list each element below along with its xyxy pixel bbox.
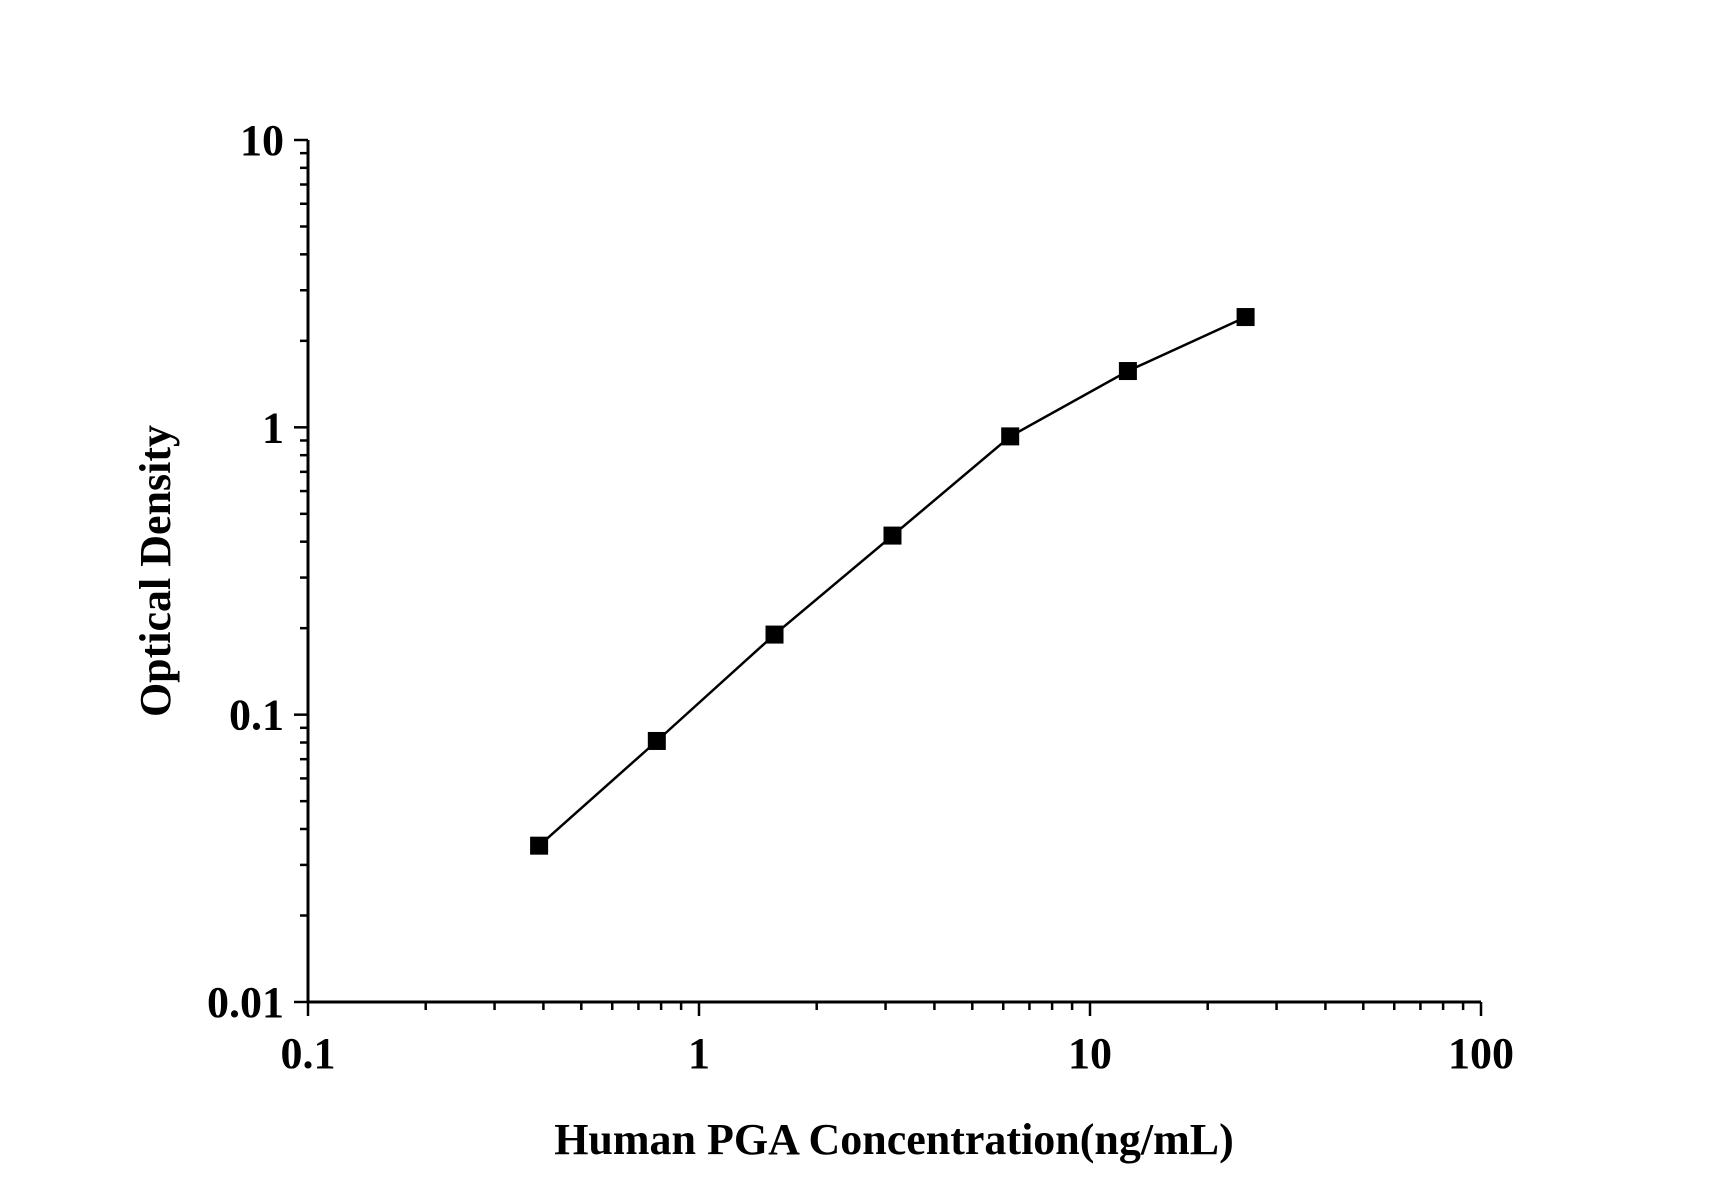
data-point: [1001, 427, 1020, 446]
data-point: [1118, 362, 1137, 381]
x-axis-label: Human PGA Concentration(ng/mL): [554, 1115, 1234, 1164]
y-tick-label: 10: [240, 116, 284, 165]
y-axis-label: Optical Density: [131, 425, 180, 717]
y-tick-label: 0.01: [207, 978, 284, 1027]
data-point: [765, 625, 784, 644]
x-tick-label: 10: [1068, 1029, 1112, 1078]
data-point: [647, 731, 666, 750]
data-point: [1236, 308, 1255, 327]
data-point: [883, 526, 902, 545]
y-tick-label: 0.1: [229, 691, 284, 740]
data-point: [530, 836, 549, 855]
series-line: [538, 315, 1247, 847]
x-tick-label: 0.1: [281, 1029, 336, 1078]
x-tick-label: 100: [1448, 1029, 1514, 1078]
y-tick-label: 1: [262, 403, 284, 452]
plot-area: [530, 308, 1255, 855]
x-tick-label: 1: [688, 1029, 710, 1078]
